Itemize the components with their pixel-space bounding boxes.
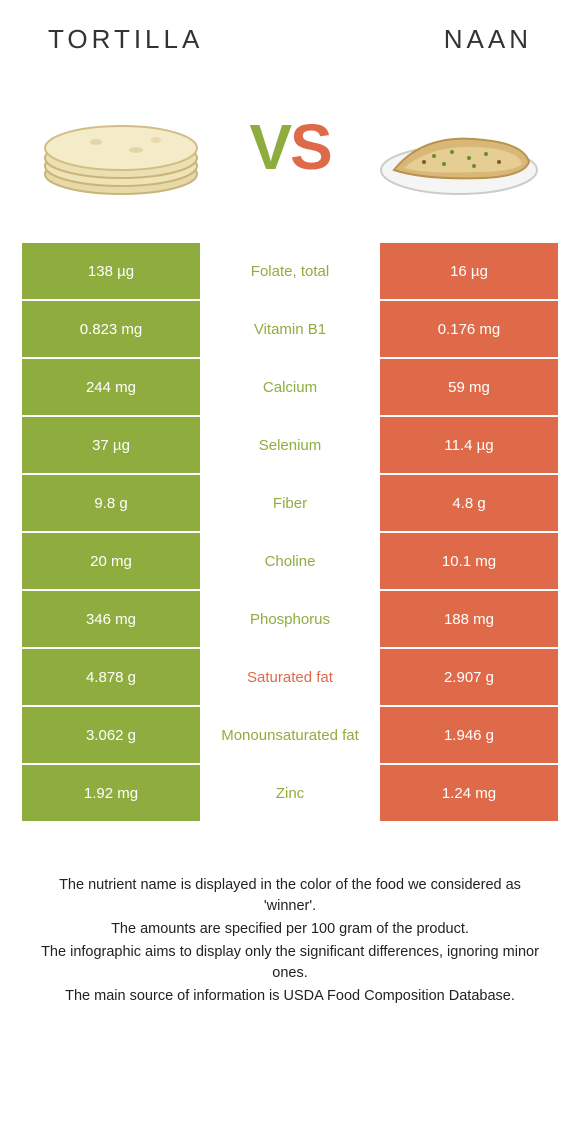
value-right: 11.4 µg bbox=[378, 417, 558, 473]
value-left: 0.823 mg bbox=[22, 301, 202, 357]
vs-s: S bbox=[290, 111, 331, 183]
value-right: 2.907 g bbox=[378, 649, 558, 705]
vs-v: V bbox=[249, 111, 290, 183]
table-row: 1.92 mgZinc1.24 mg bbox=[22, 765, 558, 823]
value-right: 16 µg bbox=[378, 243, 558, 299]
nutrient-name: Monounsaturated fat bbox=[202, 707, 378, 763]
value-right: 10.1 mg bbox=[378, 533, 558, 589]
value-left: 9.8 g bbox=[22, 475, 202, 531]
table-row: 138 µgFolate, total16 µg bbox=[22, 243, 558, 301]
table-row: 346 mgPhosphorus188 mg bbox=[22, 591, 558, 649]
nutrient-name: Zinc bbox=[202, 765, 378, 821]
nutrient-name: Phosphorus bbox=[202, 591, 378, 647]
value-left: 138 µg bbox=[22, 243, 202, 299]
naan-image bbox=[374, 87, 544, 207]
title-right: NAAN bbox=[444, 24, 532, 55]
value-right: 4.8 g bbox=[378, 475, 558, 531]
value-left: 4.878 g bbox=[22, 649, 202, 705]
footer-line-3: The infographic aims to display only the… bbox=[36, 942, 544, 984]
value-left: 37 µg bbox=[22, 417, 202, 473]
table-row: 9.8 gFiber4.8 g bbox=[22, 475, 558, 533]
footer-line-4: The main source of information is USDA F… bbox=[36, 986, 544, 1007]
header: TORTILLA NAAN bbox=[0, 0, 580, 87]
nutrient-name: Calcium bbox=[202, 359, 378, 415]
value-right: 188 mg bbox=[378, 591, 558, 647]
value-right: 1.946 g bbox=[378, 707, 558, 763]
nutrient-name: Selenium bbox=[202, 417, 378, 473]
title-left: TORTILLA bbox=[48, 24, 203, 55]
table-row: 20 mgCholine10.1 mg bbox=[22, 533, 558, 591]
footer-line-2: The amounts are specified per 100 gram o… bbox=[36, 919, 544, 940]
value-left: 3.062 g bbox=[22, 707, 202, 763]
nutrient-name: Fiber bbox=[202, 475, 378, 531]
value-right: 59 mg bbox=[378, 359, 558, 415]
nutrient-table: 138 µgFolate, total16 µg0.823 mgVitamin … bbox=[0, 243, 580, 823]
table-row: 244 mgCalcium59 mg bbox=[22, 359, 558, 417]
table-row: 0.823 mgVitamin B10.176 mg bbox=[22, 301, 558, 359]
value-left: 346 mg bbox=[22, 591, 202, 647]
table-row: 37 µgSelenium11.4 µg bbox=[22, 417, 558, 475]
nutrient-name: Vitamin B1 bbox=[202, 301, 378, 357]
footer-line-1: The nutrient name is displayed in the co… bbox=[36, 875, 544, 917]
hero-row: VS bbox=[0, 87, 580, 243]
value-right: 0.176 mg bbox=[378, 301, 558, 357]
table-row: 3.062 gMonounsaturated fat1.946 g bbox=[22, 707, 558, 765]
nutrient-name: Saturated fat bbox=[202, 649, 378, 705]
value-right: 1.24 mg bbox=[378, 765, 558, 821]
value-left: 1.92 mg bbox=[22, 765, 202, 821]
nutrient-name: Folate, total bbox=[202, 243, 378, 299]
vs-label: VS bbox=[249, 110, 330, 184]
table-row: 4.878 gSaturated fat2.907 g bbox=[22, 649, 558, 707]
footer-notes: The nutrient name is displayed in the co… bbox=[0, 823, 580, 1007]
nutrient-name: Choline bbox=[202, 533, 378, 589]
value-left: 20 mg bbox=[22, 533, 202, 589]
tortilla-image bbox=[36, 87, 206, 207]
value-left: 244 mg bbox=[22, 359, 202, 415]
